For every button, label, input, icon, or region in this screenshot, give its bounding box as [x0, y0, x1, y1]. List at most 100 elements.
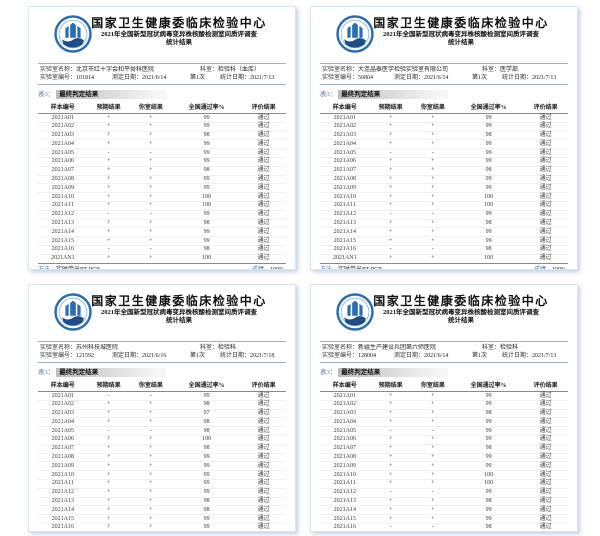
sample-id: 2021A14 [38, 505, 88, 516]
expected-result: + [369, 417, 412, 428]
evaluation: 通过 [241, 479, 286, 489]
sample-id: 2021A15 [320, 514, 370, 524]
your-result: + [129, 497, 172, 507]
pass-rate: 98 [453, 245, 524, 255]
pass-rate: 99 [171, 113, 242, 123]
your-result: + [129, 444, 172, 454]
table-row: 2021A10 + +99 通过 [38, 470, 286, 480]
department: 科室：医学部 [482, 66, 566, 74]
sample-id: 2021A08 [38, 175, 88, 185]
your-result: + [129, 479, 172, 489]
expected-result: + [87, 254, 130, 264]
col-sample-id: 样本编号 [38, 101, 88, 114]
expected-result: + [369, 497, 412, 507]
test-date-value: 2021/6/14 [424, 75, 449, 81]
sample-id: 2021A11 [320, 201, 370, 211]
pass-rate: 98 [171, 505, 242, 516]
table-row: 2021A07 + +98 通过 [320, 166, 568, 176]
table-row: 2021A07 + +98 通过 [38, 444, 286, 454]
expected-result: + [87, 417, 130, 428]
pass-rate: 99 [453, 175, 524, 185]
sample-id: 2021A01 [320, 113, 370, 123]
evaluation: 通过 [523, 400, 568, 410]
method-value: 实时荧光RT-PCR [338, 266, 383, 270]
col-sample-id: 样本编号 [38, 379, 88, 392]
evaluation: 通过 [523, 245, 568, 255]
evaluation: 通过 [241, 417, 286, 428]
section-title: 最终判定结果 [56, 368, 167, 377]
pass-rate: 99 [171, 139, 242, 150]
table-row: 2021AN1 + +100 通过 [320, 254, 568, 264]
table-row: 2021A12 + +99 通过 [38, 488, 286, 498]
evaluation: 通过 [241, 453, 286, 463]
evaluation: 通过 [241, 488, 286, 498]
evaluation: 通过 [241, 192, 286, 202]
evaluation: 通过 [523, 488, 568, 498]
org-title: 国家卫生健康委临床检验中心 [373, 294, 549, 308]
table-row: 2021A05- -99 通过 [320, 426, 568, 436]
org-title: 国家卫生健康委临床检验中心 [373, 16, 549, 30]
expected-result: + [87, 453, 130, 463]
lab-name-label: 实验室名称： [40, 345, 77, 351]
lab-name: 实验室名称：大连晶泰医学检验实验室有限公司 [322, 66, 482, 74]
evaluation: 通过 [523, 183, 568, 194]
lab-info-row-1: 实验室名称：大连晶泰医学检验实验室有限公司 科室：医学部 [322, 66, 566, 74]
expected-result: + [369, 435, 412, 445]
your-result: + [129, 183, 172, 194]
lab-code: 实验室编号：121592 [40, 352, 112, 360]
sample-id: 2021A08 [320, 175, 370, 185]
expected-result: + [369, 391, 412, 401]
expected-result: + [369, 157, 412, 167]
pass-rate: 100 [171, 435, 242, 445]
evaluation: 通过 [523, 435, 568, 445]
expected-result: - [369, 245, 412, 255]
pass-rate: 98 [171, 444, 242, 454]
results-table: 样本编号 预期结果 你室结果 全国通过率% 评价结果 2021A01 + +99 通过… [320, 379, 568, 531]
expected-result: + [369, 183, 412, 194]
pass-rate: 99 [453, 148, 524, 158]
table-row: 2021A14 + +99 通过 [320, 505, 568, 516]
method-row: 方法 实时荧光RT-PCR 成绩 100% [38, 266, 286, 270]
report-subtitle: 统计结果 [166, 317, 192, 324]
table-row: 2021A14 + +99 通过 [320, 227, 568, 238]
table-row: 2021A08 + +99 通过 [320, 453, 568, 463]
table-row: 2021A09 + +99 通过 [320, 183, 568, 194]
your-result: + [411, 175, 454, 185]
expected-result: + [87, 113, 130, 123]
section-title: 最终判定结果 [338, 368, 449, 377]
col-national-pass-rate: 全国通过率% [171, 379, 242, 392]
pass-rate: 99 [171, 453, 242, 463]
expected-result: + [369, 227, 412, 238]
table-row: 2021A07 + +98 通过 [38, 166, 286, 176]
sample-id: 2021A04 [320, 139, 370, 150]
score-value: 100% [270, 266, 284, 270]
pass-rate: 99 [171, 122, 242, 132]
title-block: 国家卫生健康委临床检验中心 2021年全国新型冠状病毒变异株核酸检测室间质评调查… [320, 16, 568, 47]
expected-result: + [369, 254, 412, 264]
table-row: 2021A16 + +99 通过 [38, 523, 286, 531]
pass-rate: 100 [453, 479, 524, 489]
results-table-body: 2021A01- -99 通过 2021A02 + +98 通过 2021A03 + +97 通过 2… [38, 391, 286, 531]
lab-info-row-2: 实验室编号：121592 测定日期：2021/6/16 第1次 统计日期：202… [40, 352, 284, 360]
sample-id: 2021A16 [320, 523, 370, 531]
pass-rate: 98 [453, 166, 524, 176]
expected-result: - [87, 210, 130, 220]
pass-rate: 98 [453, 444, 524, 454]
your-result: - [411, 210, 454, 220]
evaluation: 通过 [523, 113, 568, 123]
col-national-pass-rate: 全国通过率% [171, 101, 242, 114]
report-footer: 方法 实时荧光RT-PCR 成绩 100% 仪器 博日 LineGene 960… [38, 266, 286, 270]
sample-id: 2021A12 [38, 488, 88, 498]
results-table: 样本编号 预期结果 你室结果 全国通过率% 评价结果 2021A01- -99 通过… [38, 379, 286, 531]
your-result: + [129, 157, 172, 167]
pass-rate: 98 [171, 245, 242, 255]
expected-result: + [369, 505, 412, 516]
lab-name: 实验室名称：北京市红十字会和平骨科医院 [40, 66, 200, 74]
pass-rate: 99 [171, 488, 242, 498]
sample-id: 2021A07 [38, 166, 88, 176]
sample-id: 2021AN1 [320, 254, 370, 264]
sample-id: 2021A03 [320, 409, 370, 419]
sample-id: 2021A10 [38, 470, 88, 480]
sample-id: 2021A12 [320, 488, 370, 498]
